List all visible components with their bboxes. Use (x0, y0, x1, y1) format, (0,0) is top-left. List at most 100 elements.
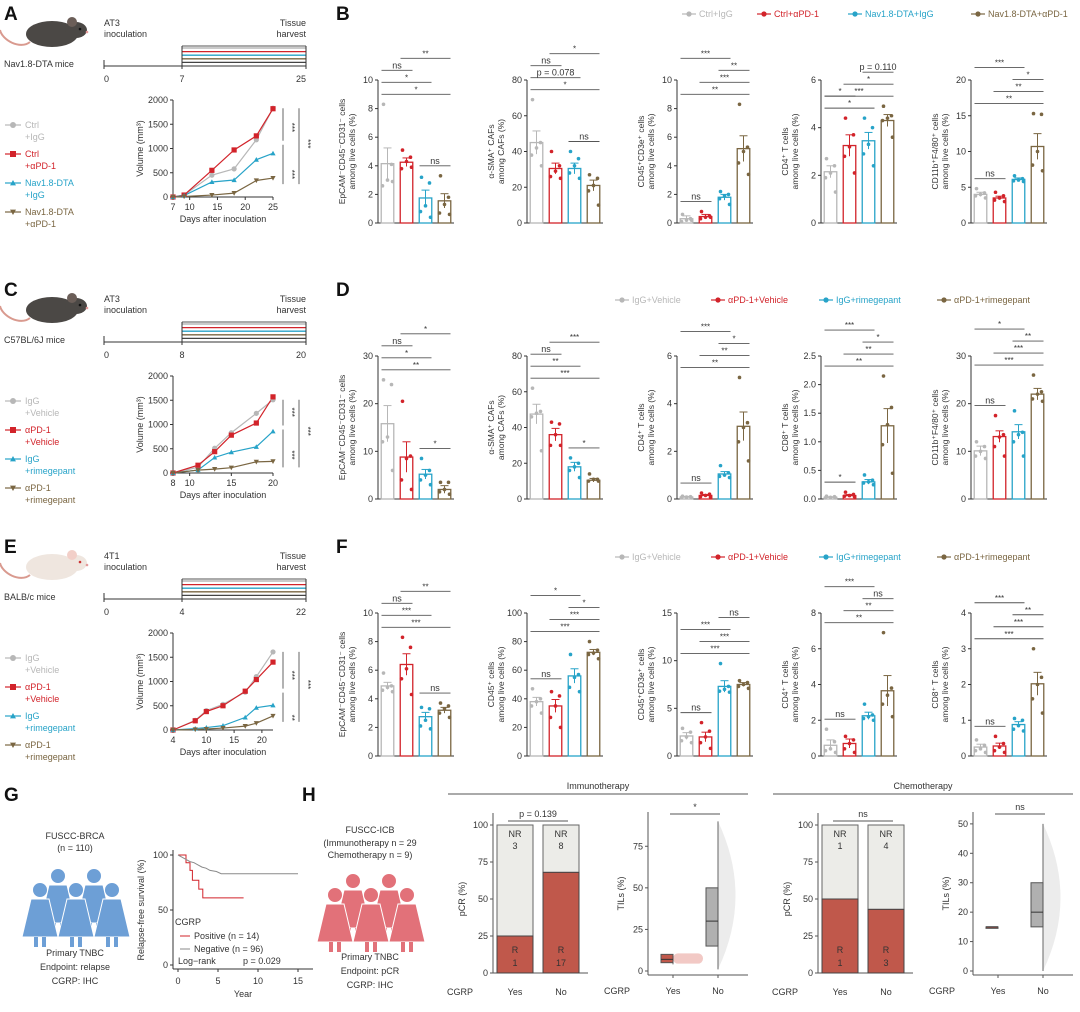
y-tick-label: 1000 (148, 144, 168, 154)
y-tick-label: 2 (961, 680, 966, 690)
y-tick-label: 0 (808, 968, 813, 978)
bar-chart: 0 2 4 6 8 10 EpCAM⁻CD45⁻CD31⁻ cells among live … (337, 582, 454, 761)
timeline-tick-label: 22 (296, 607, 306, 617)
person-leg (42, 937, 46, 947)
y-axis-label: among live cells (%) (347, 389, 357, 465)
timeline-end-label: Tissue (280, 294, 306, 304)
sig-label: ns (541, 344, 551, 354)
mouse-ear (67, 293, 77, 303)
legend-label: IgG+Vehicle (632, 552, 681, 562)
y-tick-label: 6 (667, 132, 672, 142)
x-axis-label: Year (234, 989, 252, 999)
data-point (270, 176, 276, 181)
data-point (538, 409, 543, 414)
bar-non-responder (496, 824, 534, 937)
data-point (689, 496, 694, 500)
y-axis-label: TILs (%) (616, 876, 626, 910)
data-point (595, 176, 600, 181)
data-point (843, 116, 848, 120)
y-tick-label: 0 (163, 960, 168, 970)
data-point (270, 702, 276, 708)
panel-letter-f: F (336, 537, 348, 558)
y-axis-label: α-SMA⁺ CAFs (486, 400, 496, 454)
y-tick-label: 2 (667, 446, 672, 456)
legend-label: Ctrl+αPD-1 (774, 9, 819, 19)
legend-marker (975, 11, 981, 17)
bar (823, 171, 838, 224)
data-point (586, 479, 591, 483)
y-axis-label: CD45⁺CD3e⁺ cells (636, 649, 646, 721)
data-point (852, 494, 857, 499)
data-point (428, 215, 433, 220)
y-axis-label: EpCAM⁻CD45⁻CD31⁻ cells (337, 99, 347, 205)
data-point (861, 481, 866, 485)
timeline-tick-label: 8 (179, 350, 184, 360)
timeline-tick-label: 7 (179, 74, 184, 84)
box (705, 887, 719, 947)
y-tick-label: 0 (963, 966, 968, 976)
data-point (1011, 179, 1016, 183)
data-point (404, 666, 409, 671)
x-tick-label: 10 (201, 735, 211, 745)
y-tick-label: 6 (368, 665, 373, 675)
legend-label: αPD-1 (25, 425, 51, 435)
sig-label: *** (287, 123, 296, 132)
legend-label: +Vehicle (25, 694, 59, 704)
r-count: 3 (883, 958, 888, 968)
sig-label: *** (303, 139, 312, 148)
sig-label: * (1026, 71, 1029, 80)
data-point (843, 490, 848, 494)
y-tick-label: 2000 (148, 95, 168, 105)
data-point (170, 727, 176, 733)
y-axis-label: CD45⁺ cells (486, 662, 496, 708)
data-point (1001, 432, 1006, 437)
data-point (529, 153, 534, 157)
data-point (852, 750, 857, 755)
data-point (997, 435, 1002, 439)
y-tick-label: 0 (961, 494, 966, 504)
data-point (1031, 111, 1036, 116)
data-point (534, 699, 539, 704)
data-point (1040, 399, 1045, 404)
data-point (195, 462, 201, 468)
legend-label: +Vehicle (25, 665, 59, 675)
data-point (1020, 176, 1025, 181)
y-tick-label: 500 (153, 444, 168, 454)
data-point (843, 734, 848, 739)
y-axis-label: pCR (%) (782, 882, 792, 917)
data-point (823, 496, 828, 500)
person-leg (114, 937, 118, 947)
y-tick-label: 0 (517, 494, 522, 504)
legend-marker (10, 655, 16, 661)
sig-label: *** (560, 369, 569, 378)
sig-label: *** (287, 170, 296, 179)
sig-label: ** (856, 357, 862, 366)
sig-label: *** (701, 621, 710, 630)
data-point (833, 190, 838, 194)
data-point (423, 473, 428, 477)
data-point (1020, 718, 1025, 723)
bar-chart: 0 2 4 6 8 10 CD45⁺CD3e⁺ cells among live cells … (636, 49, 753, 228)
data-point (587, 472, 592, 476)
data-point (833, 496, 838, 500)
sig-label: p = 0.139 (519, 809, 557, 819)
data-point (983, 456, 988, 461)
sig-label: * (876, 333, 879, 342)
series-line (172, 661, 274, 731)
y-tick-label: 0 (368, 218, 373, 228)
data-point (209, 179, 215, 185)
data-point (446, 480, 451, 485)
data-point (824, 727, 829, 731)
data-point (586, 652, 591, 657)
data-point (438, 480, 443, 485)
data-point (1021, 729, 1026, 733)
cohort-line: Chemotherapy n = 9) (328, 850, 413, 860)
data-point (548, 174, 553, 179)
data-point (684, 735, 689, 739)
data-point (1031, 373, 1036, 377)
data-point (832, 739, 837, 744)
mouse-eye (78, 27, 82, 31)
data-point (591, 651, 596, 655)
y-tick-label: 10 (956, 147, 966, 157)
data-point (381, 378, 386, 382)
